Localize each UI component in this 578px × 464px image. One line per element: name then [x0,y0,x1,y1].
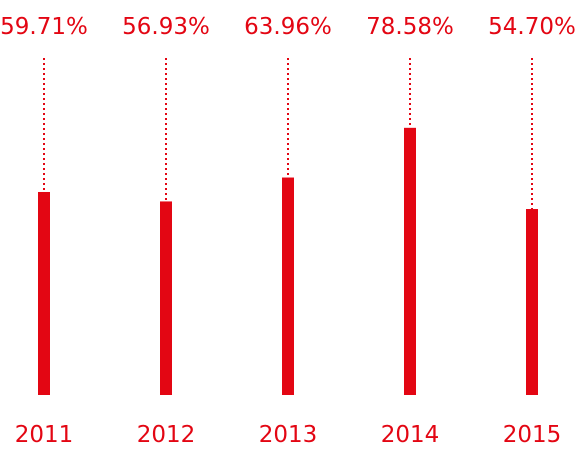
bar-2011 [38,191,50,395]
bar-2014 [404,127,416,395]
bars-group: 59.71% 2011 56.93% 2012 63.96% 2013 78.58% 2014… [0,14,576,448]
year-label-2012: 2012 [137,422,196,448]
value-label-2013: 63.96% [244,14,332,40]
bar-2013 [282,177,294,395]
year-label-2015: 2015 [503,422,562,448]
value-label-2011: 59.71% [0,14,88,40]
year-label-2014: 2014 [381,422,440,448]
bar-2012 [160,201,172,395]
year-label-2013: 2013 [259,422,318,448]
year-label-2011: 2011 [15,422,74,448]
value-label-2015: 54.70% [488,14,576,40]
bar-2015 [526,209,538,395]
value-label-2014: 78.58% [366,14,454,40]
value-label-2012: 56.93% [122,14,210,40]
